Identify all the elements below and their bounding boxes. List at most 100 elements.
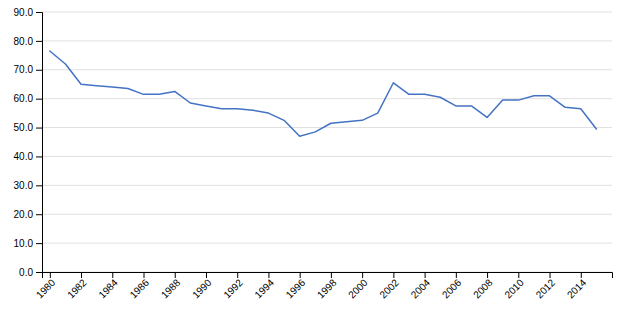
y-tick: 0.0 xyxy=(19,267,42,278)
y-tick: 90.0 xyxy=(14,7,42,18)
grid-line xyxy=(42,127,612,128)
x-tick-label: 1986 xyxy=(128,277,152,301)
x-tick-label: 2006 xyxy=(440,277,464,301)
chart: 0.0 10.0 20.0 30.0 40.0 50.0 60.0 70.0 80.0 90.0 1… xyxy=(0,0,630,320)
x-tick: 2002 xyxy=(377,272,401,300)
x-tick-label: 1982 xyxy=(65,277,89,301)
x-tick: 1988 xyxy=(159,272,183,300)
y-tick: 30.0 xyxy=(14,180,42,191)
y-tick-label: 10.0 xyxy=(14,238,34,249)
y-tick-mark xyxy=(36,243,42,244)
y-tick-mark xyxy=(36,272,42,273)
x-tick-mark xyxy=(112,272,113,278)
x-tick-mark xyxy=(331,272,332,278)
x-tick-mark xyxy=(518,272,519,278)
y-tick-label: 70.0 xyxy=(14,64,34,75)
grid-line xyxy=(42,243,612,244)
x-tick: 2004 xyxy=(409,272,433,300)
y-tick-mark xyxy=(36,99,42,100)
x-tick-mark xyxy=(144,272,145,278)
grid-line xyxy=(42,156,612,157)
x-tick: 2000 xyxy=(346,272,370,300)
grid-line xyxy=(42,69,612,70)
x-tick-label: 2000 xyxy=(346,277,370,301)
x-tick-mark xyxy=(581,272,582,278)
x-tick-label: 1996 xyxy=(284,277,308,301)
y-tick-label: 40.0 xyxy=(14,151,34,162)
x-axis-line xyxy=(43,273,613,279)
y-tick-label: 30.0 xyxy=(14,180,34,191)
x-tick: 1998 xyxy=(315,272,339,300)
x-tick-label: 2014 xyxy=(565,277,589,301)
y-tick-mark xyxy=(36,185,42,186)
x-tick-label: 2004 xyxy=(409,277,433,301)
x-tick-mark xyxy=(268,272,269,278)
x-tick-mark xyxy=(487,272,488,278)
x-tick: 2012 xyxy=(534,272,558,300)
y-tick-mark xyxy=(36,128,42,129)
x-tick-label: 1992 xyxy=(221,277,245,301)
x-tick-label: 1994 xyxy=(252,277,276,301)
x-tick-mark xyxy=(237,272,238,278)
x-tick: 1984 xyxy=(96,272,120,300)
x-tick: 1990 xyxy=(190,272,214,300)
grid-line xyxy=(42,185,612,186)
y-tick-label: 50.0 xyxy=(14,122,34,133)
y-tick: 10.0 xyxy=(14,238,42,249)
x-tick-mark xyxy=(456,272,457,278)
x-tick-mark xyxy=(50,272,51,278)
x-tick-mark xyxy=(206,272,207,278)
x-tick-label: 1990 xyxy=(190,277,214,301)
x-tick: 1980 xyxy=(34,272,58,300)
plot-area: 0.0 10.0 20.0 30.0 40.0 50.0 60.0 70.0 80.0 90.0 1… xyxy=(14,7,613,301)
x-tick-label: 2012 xyxy=(534,277,558,301)
y-tick-label: 80.0 xyxy=(14,36,34,47)
x-tick-mark xyxy=(393,272,394,278)
x-tick-mark xyxy=(81,272,82,278)
y-tick-label: 20.0 xyxy=(14,209,34,220)
x-tick: 1994 xyxy=(252,272,276,300)
x-tick-mark xyxy=(550,272,551,278)
x-tick-label: 2008 xyxy=(471,277,495,301)
x-tick: 1992 xyxy=(221,272,245,300)
line xyxy=(50,51,597,136)
y-tick: 60.0 xyxy=(14,93,42,104)
y-tick-label: 60.0 xyxy=(14,93,34,104)
y-tick: 70.0 xyxy=(14,64,42,75)
x-tick: 2014 xyxy=(565,272,589,300)
marks xyxy=(50,51,597,136)
x-tick: 1996 xyxy=(284,272,308,300)
x-tick-mark xyxy=(300,272,301,278)
x-tick-mark xyxy=(362,272,363,278)
y-tick-mark xyxy=(36,70,42,71)
y-axis: 0.0 10.0 20.0 30.0 40.0 50.0 60.0 70.0 80.0 90.0 xyxy=(14,7,43,278)
x-tick-label: 1980 xyxy=(34,277,58,301)
x-tick: 1982 xyxy=(65,272,89,300)
x-tick-label: 2002 xyxy=(377,277,401,301)
x-tick-mark xyxy=(175,272,176,278)
x-tick: 2008 xyxy=(471,272,495,300)
x-tick-label: 2010 xyxy=(502,277,526,301)
x-tick-label: 1998 xyxy=(315,277,339,301)
y-tick-mark xyxy=(36,41,42,42)
x-tick-mark xyxy=(425,272,426,278)
y-tick: 40.0 xyxy=(14,151,42,162)
x-axis: 1980 1982 1984 1986 1988 1990 1992 1994 1996 1998… xyxy=(34,272,613,300)
x-tick-label: 1984 xyxy=(96,277,120,301)
y-tick-mark xyxy=(36,156,42,157)
y-tick-mark xyxy=(36,12,42,13)
x-tick: 1986 xyxy=(128,272,152,300)
x-tick-label: 1988 xyxy=(159,277,183,301)
grid-line xyxy=(42,12,612,13)
grid xyxy=(42,12,612,272)
y-tick: 80.0 xyxy=(14,36,42,47)
grid-line xyxy=(42,40,612,41)
y-tick-mark xyxy=(36,214,42,215)
y-axis-line xyxy=(36,13,43,273)
y-tick: 50.0 xyxy=(14,122,42,133)
y-tick: 20.0 xyxy=(14,209,42,220)
y-tick-label: 0.0 xyxy=(19,267,33,278)
x-tick: 2006 xyxy=(440,272,464,300)
x-tick: 2010 xyxy=(502,272,526,300)
y-tick-label: 90.0 xyxy=(14,7,34,18)
